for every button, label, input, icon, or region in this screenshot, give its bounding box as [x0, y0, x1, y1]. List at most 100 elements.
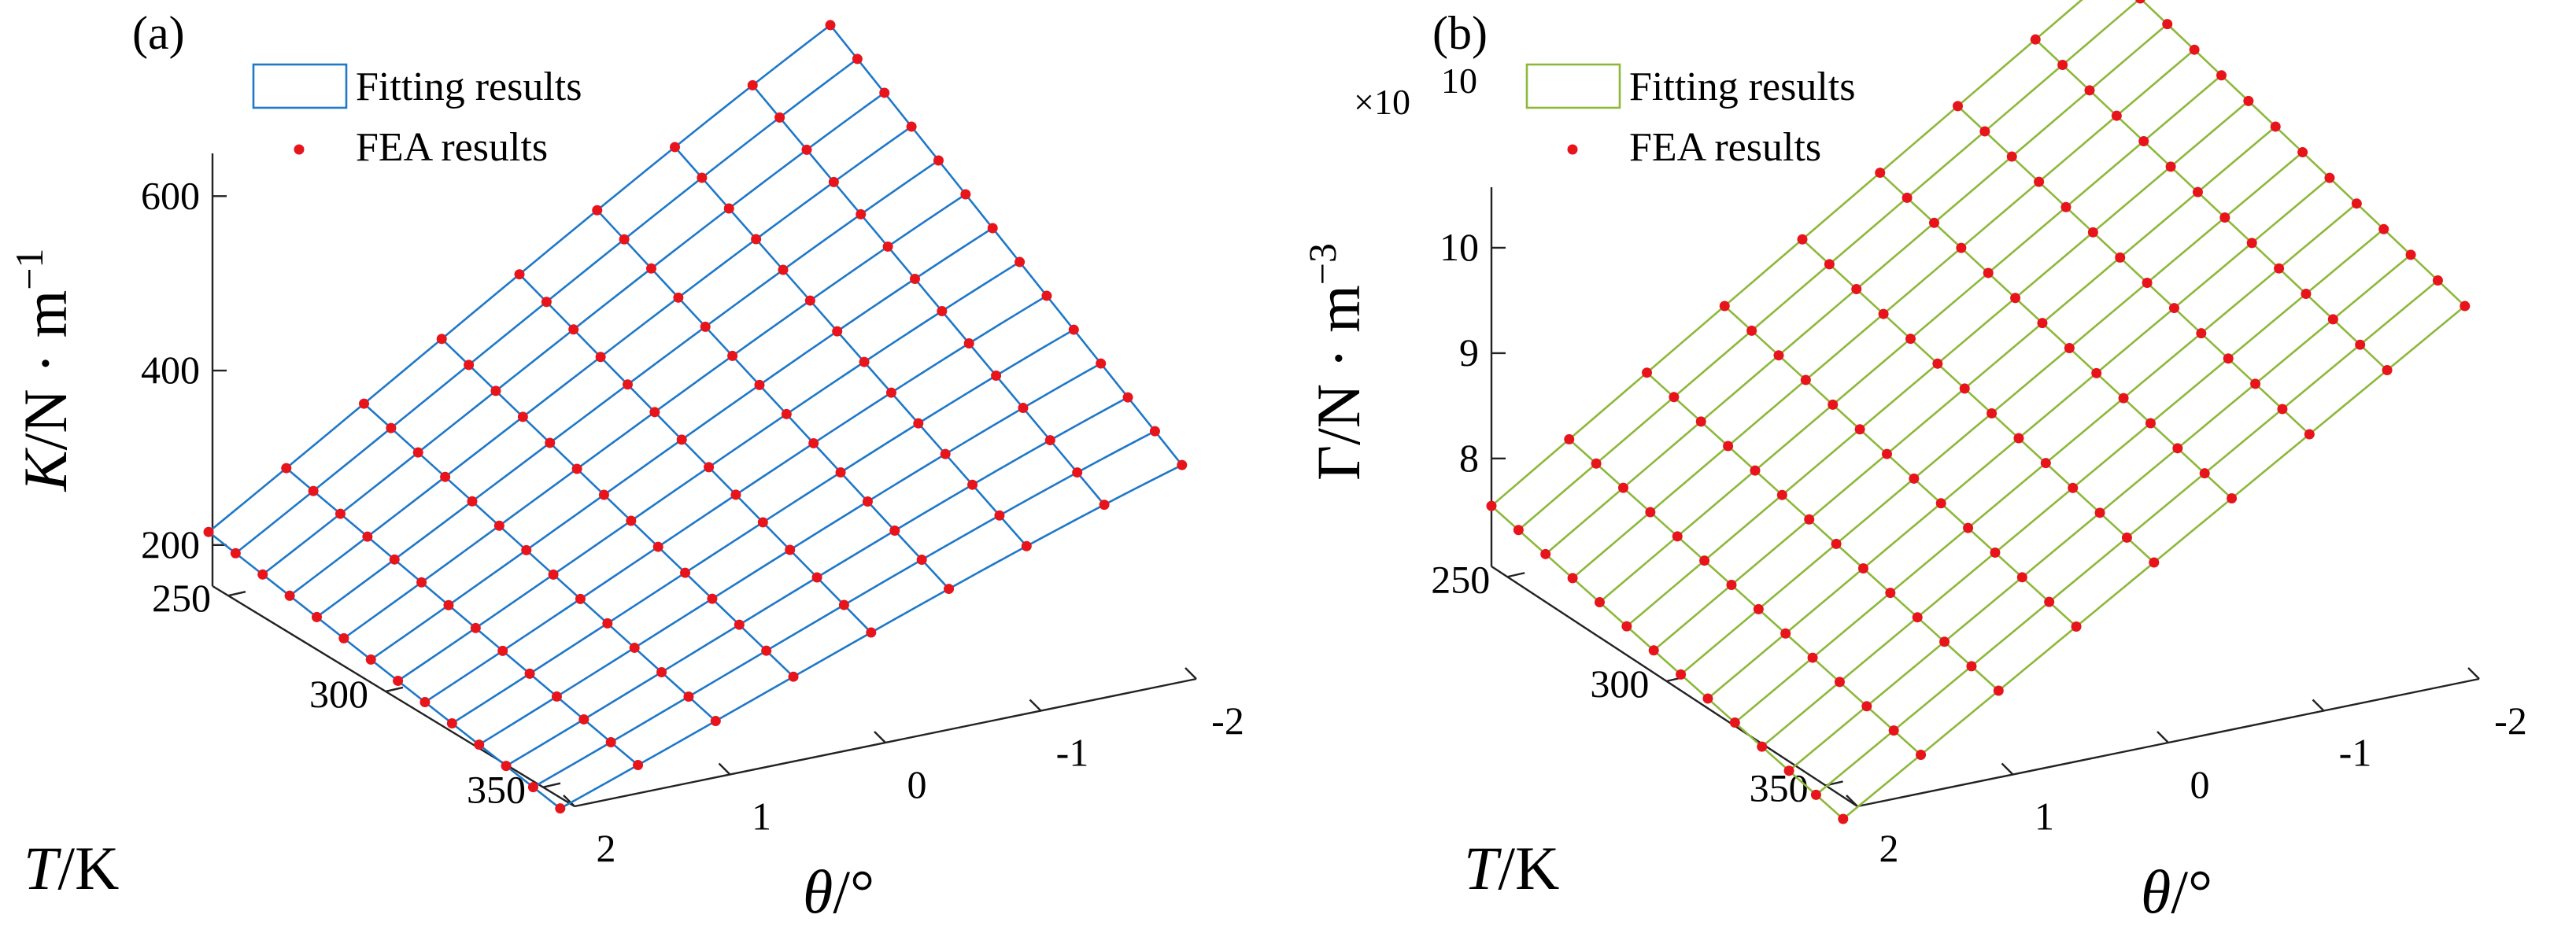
fea-point	[2149, 557, 2160, 568]
fea-point	[524, 668, 535, 679]
fea-point	[2460, 301, 2471, 312]
fea-point	[2432, 275, 2443, 286]
fea-point	[541, 297, 552, 308]
t-tick-mark	[542, 782, 561, 788]
panel-label: (b)	[1432, 7, 1488, 59]
z-axis-title: Γ/N · m−3	[1300, 243, 1373, 481]
fea-point	[937, 305, 948, 316]
mesh-line-theta	[2140, 0, 2466, 307]
legend-fitting-label: Fitting results	[356, 65, 582, 109]
fea-point	[2165, 161, 2176, 172]
fea-point	[2355, 339, 2366, 350]
fea-point	[362, 531, 373, 542]
fea-point	[389, 554, 400, 565]
mesh-line-theta	[1879, 171, 2233, 500]
fea-point	[2071, 621, 2082, 632]
fea-point	[1773, 350, 1784, 361]
legend-fea-marker	[294, 144, 305, 155]
mesh-line-theta	[1491, 505, 1844, 820]
fea-point	[446, 718, 457, 729]
fea-point	[464, 360, 475, 371]
theta-tick-label: -1	[1056, 731, 1089, 775]
fea-point	[1177, 459, 1188, 470]
fea-point	[548, 569, 559, 580]
fea-point	[545, 437, 556, 448]
z-axis-title-unit: Γ/N · m	[1304, 285, 1373, 481]
fea-point	[909, 273, 920, 284]
fea-point	[811, 572, 822, 583]
fea-point	[673, 292, 684, 303]
fea-point	[629, 642, 640, 653]
panel-label: (a)	[132, 7, 185, 59]
z-axis-title-symbol: K	[11, 447, 79, 492]
fea-point	[652, 541, 663, 552]
fea-point	[889, 525, 900, 537]
fea-point	[517, 411, 528, 422]
fea-point	[754, 379, 765, 390]
fea-point	[916, 555, 927, 566]
theta-tick-label: 1	[752, 795, 771, 839]
fea-point	[1648, 645, 1659, 656]
theta-tick-label: 0	[907, 762, 927, 806]
fea-point	[2142, 277, 2153, 288]
fea-point	[626, 515, 637, 526]
fea-point	[828, 176, 839, 187]
fea-point	[2168, 303, 2179, 314]
fea-point	[2382, 365, 2393, 376]
fea-point	[940, 448, 951, 459]
legend-fitting-label: Fitting results	[1629, 65, 1855, 109]
fea-point	[1838, 813, 1849, 824]
fea-point	[571, 463, 582, 474]
legend-fea-label: FEA results	[356, 125, 548, 170]
fea-point	[568, 324, 579, 335]
fea-point	[1902, 192, 1913, 203]
fea-point	[1594, 597, 1605, 608]
fea-point	[734, 619, 745, 630]
fea-point	[730, 489, 741, 500]
fea-point	[1591, 458, 1602, 469]
mesh-line-theta	[1646, 371, 2000, 691]
fea-point	[365, 654, 376, 665]
fea-point	[1149, 426, 1160, 437]
fea-point	[778, 264, 789, 275]
fea-point	[2304, 429, 2315, 440]
z-axis-title: K/N · m−1	[7, 249, 79, 492]
theta-tick-label: 1	[2035, 795, 2054, 839]
fea-point	[645, 263, 656, 274]
fea-point	[2115, 252, 2126, 263]
fea-point	[619, 234, 630, 245]
theta-tick-mark	[1029, 699, 1042, 712]
fea-point	[1993, 685, 2004, 696]
fea-point	[1776, 489, 1787, 500]
fea-point	[2219, 212, 2230, 223]
fea-point	[1719, 301, 1730, 312]
fea-point	[1987, 407, 1998, 419]
fea-point	[670, 142, 680, 153]
fea-point	[2297, 147, 2308, 158]
fea-point	[1875, 168, 1886, 179]
legend-mesh-swatch	[252, 63, 348, 109]
fea-point	[885, 387, 896, 398]
fea-point	[933, 155, 944, 166]
fea-point	[2013, 433, 2024, 444]
fea-point	[960, 189, 971, 200]
theta-tick-label: 2	[1879, 826, 1899, 870]
fea-point	[2135, 0, 2145, 4]
fea-point	[838, 599, 849, 610]
fea-point	[774, 112, 785, 123]
fea-point	[2324, 172, 2335, 183]
fea-point	[2068, 482, 2079, 493]
fea-point	[1932, 358, 1943, 369]
theta-tick-mark	[2157, 731, 2169, 743]
fea-point	[1621, 621, 1632, 632]
fea-point	[723, 203, 734, 214]
z-exponent-power: 10	[1441, 61, 1477, 101]
fea-point	[1912, 612, 1923, 623]
t-axis-line	[1491, 565, 1858, 808]
fea-point	[1909, 473, 1920, 484]
fea-point	[633, 760, 644, 771]
theta-tick-label: 0	[2190, 762, 2210, 806]
theta-tick-mark	[2312, 699, 2325, 712]
mesh-line-theta	[1568, 438, 1922, 756]
t-tick-mark	[385, 686, 404, 693]
